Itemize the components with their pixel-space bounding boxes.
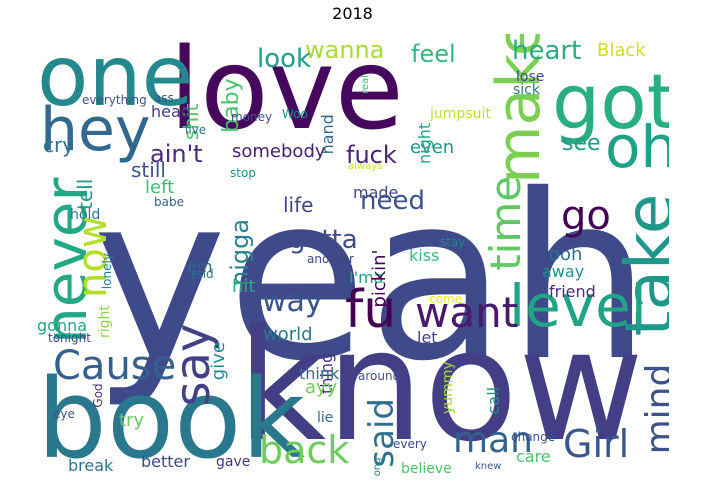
word-love: love	[169, 34, 404, 155]
word-somebody: somebody	[232, 141, 326, 162]
word-care: care	[516, 447, 551, 466]
word-cause: Cause	[53, 343, 177, 389]
word-girl: Girl	[563, 422, 630, 466]
word-change: change	[511, 430, 556, 444]
word-cry: cry	[43, 133, 75, 157]
word-real: real	[360, 75, 371, 94]
word-around: around	[358, 369, 401, 383]
word-still: still	[131, 158, 166, 182]
word-heart: heart	[512, 36, 582, 66]
word-jumpsuit: jumpsuit	[430, 106, 491, 122]
word-money: money	[231, 110, 273, 124]
word-lose: lose	[516, 69, 545, 85]
word-em: em	[187, 257, 213, 276]
word-fuck: fuck	[346, 141, 397, 169]
word-hold: hold	[70, 207, 101, 223]
word-life: life	[283, 193, 314, 217]
word-kiss: kiss	[409, 246, 440, 265]
word-god: God	[91, 383, 105, 408]
figure-title: 2018	[332, 4, 373, 23]
word-end: end	[191, 267, 214, 281]
word-eye: eye	[53, 407, 75, 421]
word-baby: baby	[219, 78, 244, 133]
word-cloud: yeah love know book one got oh hey make take never…	[37, 34, 669, 476]
word-lie: lie	[317, 410, 334, 426]
word-level: level	[509, 272, 647, 340]
word-right: right	[97, 305, 113, 338]
word-black: Black	[597, 40, 646, 61]
word-way: way	[262, 284, 323, 319]
word-hey: hey	[40, 95, 151, 165]
word-man: man	[453, 420, 533, 461]
word-lonely: lonely	[100, 253, 114, 290]
word-mind: mind	[639, 363, 669, 455]
word-got: got	[552, 57, 669, 146]
word-call: call	[484, 386, 503, 415]
word-better: better	[141, 452, 190, 471]
word-head: head	[151, 102, 191, 121]
word-left: left	[145, 177, 175, 198]
word-break: break	[68, 456, 114, 475]
word-friend: friend	[549, 282, 596, 301]
word-time: time	[481, 175, 530, 271]
word-woo: Woo	[282, 107, 308, 121]
word-know: know	[237, 297, 644, 476]
word-think: think	[299, 364, 340, 383]
word-tonight: tonight	[48, 331, 91, 345]
word-always: always	[348, 161, 383, 172]
word-see: see	[562, 131, 601, 156]
word-yeah: yeah	[92, 145, 652, 411]
word-feel: feel	[411, 40, 456, 68]
word-go: go	[561, 193, 611, 239]
word-everything: everything	[82, 93, 147, 107]
word-knew: knew	[475, 461, 502, 472]
word-night: night	[415, 122, 434, 164]
word-one: one	[37, 34, 194, 125]
word-live: live	[185, 123, 207, 137]
word-ass: ass	[154, 91, 174, 105]
word-look: look	[257, 44, 312, 74]
word-believe: believe	[401, 461, 452, 476]
word-oh: oh	[605, 113, 669, 181]
word-want: want	[415, 288, 519, 337]
word-away: away	[542, 262, 585, 281]
word-hit: hit	[232, 276, 256, 297]
word-need: need	[360, 186, 425, 216]
word-book: book	[37, 355, 306, 476]
word-wanna: wanna	[305, 36, 385, 64]
word-ayy: ayy	[305, 377, 338, 398]
word-even: even	[410, 137, 455, 158]
word-i-ma: I'ma	[349, 268, 384, 287]
word-made: made	[353, 183, 399, 202]
word-gotta: gotta	[289, 225, 358, 255]
word-try: try	[119, 410, 145, 431]
word-another: another	[307, 252, 354, 266]
word-yummy: yummy	[440, 361, 456, 414]
word-sick: sick	[513, 82, 540, 98]
word-hand: hand	[318, 114, 337, 155]
word-stop: stop	[230, 166, 256, 180]
word-give: give	[208, 342, 229, 381]
word-gave: gave	[216, 454, 251, 470]
word-stay: stay	[440, 235, 466, 249]
word-tell: tell	[73, 178, 97, 210]
word-long: long	[372, 457, 383, 476]
word-gonna: gonna	[37, 316, 88, 335]
word-fu: fu	[345, 280, 397, 340]
word-let: let	[417, 328, 438, 347]
word-babe: babe	[154, 195, 184, 209]
word-ain-t: ain't	[150, 140, 203, 168]
word-every: every	[393, 437, 427, 451]
word-come: come	[429, 292, 463, 306]
word-pickin: pickin'	[369, 249, 390, 308]
word-world: world	[263, 324, 313, 345]
word-ooh: ooh	[549, 244, 583, 265]
word-back: back	[259, 428, 350, 472]
